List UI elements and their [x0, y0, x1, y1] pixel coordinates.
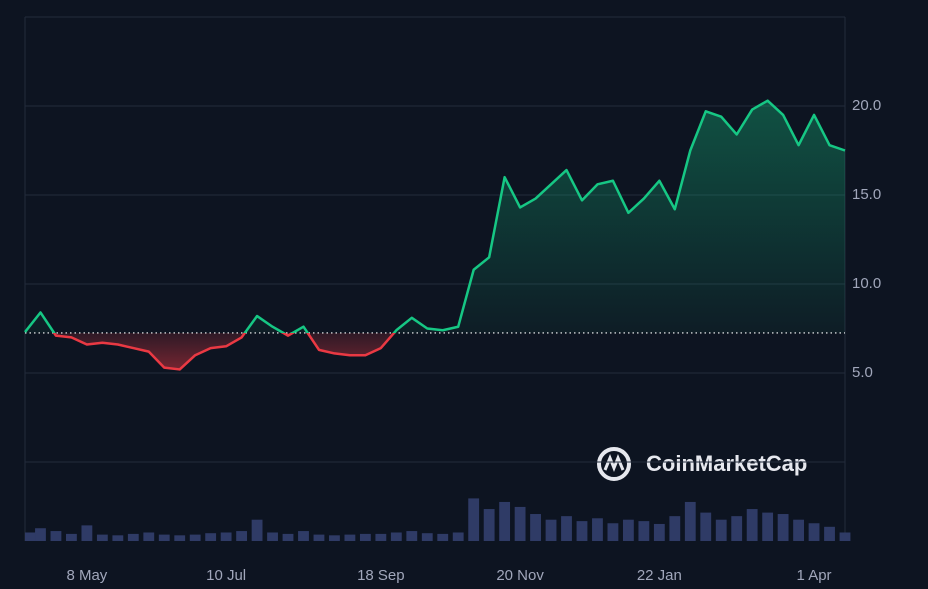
- volume-bar: [25, 532, 36, 541]
- volume-bar: [174, 535, 186, 541]
- volume-bar: [220, 532, 232, 541]
- volume-bar: [824, 526, 835, 541]
- volume-bar: [359, 533, 371, 541]
- volume-bar: [267, 532, 278, 541]
- volume-bar: [205, 533, 217, 541]
- volume-bar: [607, 523, 619, 541]
- volume-bar: [35, 528, 46, 541]
- logo-ring: [597, 447, 631, 481]
- x-tick-label: 1 Apr: [797, 567, 832, 584]
- volume-bar: [313, 534, 325, 541]
- x-tick-label: 20 Nov: [496, 567, 544, 584]
- volume-bar: [638, 521, 650, 541]
- x-tick-label: 8 May: [66, 567, 107, 584]
- volume-bar: [808, 523, 820, 541]
- volume-bar: [50, 531, 62, 541]
- volume-bar: [112, 535, 124, 541]
- volume-bar: [81, 525, 93, 541]
- volume-bar: [731, 516, 743, 541]
- volume-bar: [762, 512, 774, 541]
- volume-bar: [127, 533, 139, 541]
- volume-bar: [793, 519, 804, 541]
- x-tick-label: 10 Jul: [206, 567, 246, 584]
- volume-bar: [344, 534, 356, 541]
- volume-bar: [251, 519, 263, 541]
- volume-bar: [622, 519, 634, 541]
- volume-bar: [839, 532, 851, 541]
- volume-bar: [561, 516, 572, 541]
- volume-bar: [715, 519, 727, 541]
- watermark: CoinMarketCap: [646, 451, 807, 476]
- volume-bar: [514, 506, 526, 541]
- x-tick-label: 18 Sep: [357, 567, 405, 584]
- volume-bar: [329, 535, 340, 541]
- volume-bar: [96, 534, 108, 541]
- x-tick-label: 22 Jan: [637, 567, 682, 584]
- volume-bar: [592, 518, 603, 541]
- volume-bar: [236, 531, 248, 541]
- volume-bar: [158, 534, 170, 541]
- volume-bar: [452, 532, 464, 541]
- volume-bar: [545, 519, 557, 541]
- volume-bar: [684, 501, 696, 541]
- volume-bar: [66, 533, 77, 541]
- volume-bar: [483, 509, 495, 541]
- volume-bar: [189, 534, 201, 541]
- volume-bar: [576, 521, 588, 541]
- volume-bar: [421, 533, 433, 541]
- volume-bar: [406, 531, 418, 541]
- price-line: [24, 99, 846, 371]
- y-tick-label: 10.0: [852, 275, 881, 292]
- volume-bar: [700, 512, 712, 541]
- volume-bar: [530, 514, 541, 541]
- y-tick-label: 15.0: [852, 186, 881, 203]
- volume-bar: [390, 532, 402, 541]
- volume-bar: [468, 498, 480, 541]
- volume-bar: [375, 533, 387, 541]
- area-fill: [25, 100, 845, 370]
- volume-bar: [653, 523, 665, 541]
- volume-bar: [143, 532, 155, 541]
- volume-bar: [499, 501, 511, 541]
- volume-bar: [298, 531, 309, 541]
- y-tick-label: 20.0: [852, 97, 881, 114]
- volume-bar: [746, 509, 758, 541]
- volume-bar: [669, 516, 681, 541]
- volume-bar: [777, 514, 789, 541]
- volume-bar: [282, 533, 294, 541]
- y-tick-label: 5.0: [852, 364, 873, 381]
- volume-bar: [437, 533, 449, 541]
